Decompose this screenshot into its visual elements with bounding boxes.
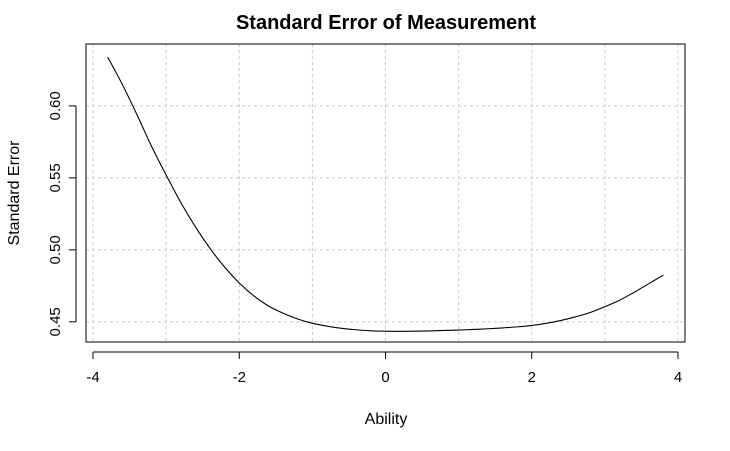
x-axis-title: Ability (365, 411, 408, 428)
y-tick-label: 0.50 (47, 235, 64, 264)
y-tick-label: 0.55 (47, 163, 64, 192)
y-tick-label: 0.60 (47, 91, 64, 120)
x-tick-label: 2 (528, 369, 536, 386)
y-axis: 0.45 0.50 0.55 0.60 (47, 91, 77, 336)
x-tick-label: 0 (381, 369, 389, 386)
y-tick-label: 0.45 (47, 307, 64, 336)
x-tick-label: -2 (233, 369, 246, 386)
plot-frame (85, 43, 686, 343)
grid-layer (86, 44, 685, 342)
x-tick-label: -4 (86, 369, 99, 386)
y-axis-title: Standard Error (6, 140, 23, 246)
x-tick-label: 4 (674, 369, 682, 386)
series-line-standard-error (107, 56, 664, 332)
x-axis: -4 -2 0 2 4 (86, 351, 682, 386)
chart-title: Standard Error of Measurement (236, 12, 536, 34)
